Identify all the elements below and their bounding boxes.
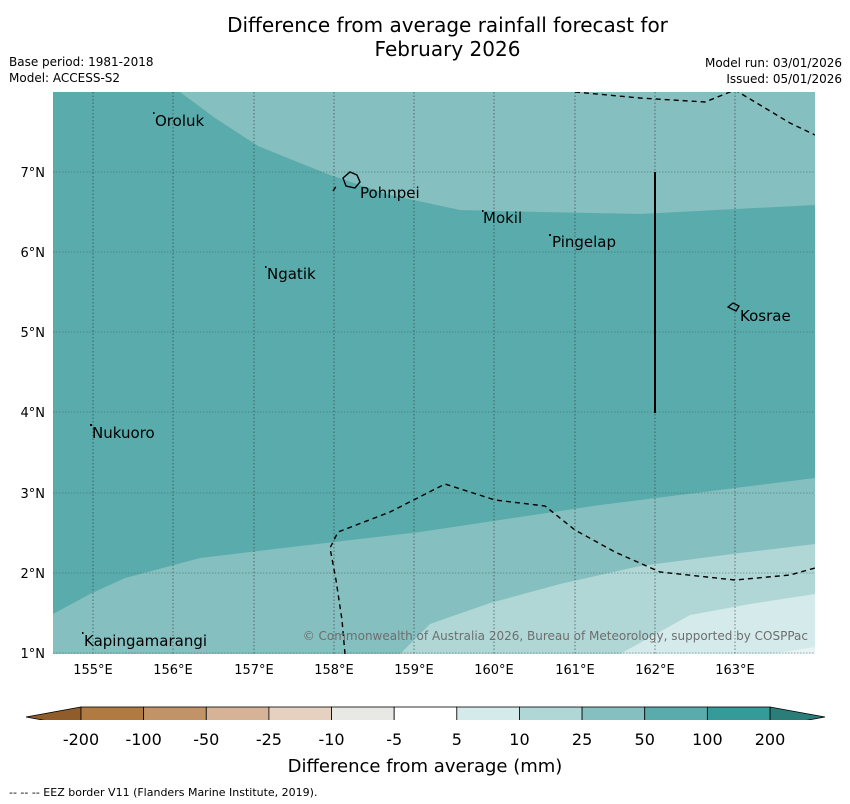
colorbar-segment [205, 706, 270, 720]
colorbar-segment [644, 706, 708, 720]
colorbar-tick-label: 10 [509, 730, 530, 749]
colorbar-tick-label: -50 [193, 730, 220, 749]
kosrae-island-outline [726, 302, 740, 312]
colorbar-segment [519, 706, 583, 720]
lat-label: 1°N [21, 647, 46, 662]
colorbar-tick-label: 5 [451, 730, 462, 749]
eez-borders [329, 92, 815, 654]
colorbar-segment [268, 706, 332, 720]
longitude-labels: 155°E 156°E 157°E 158°E 159°E 160°E 161°E 162°E… [73, 663, 755, 678]
eez-legend-note: -- -- -- EEZ border V11 (Flanders Marine… [9, 786, 318, 799]
rainfall-bands [53, 92, 815, 654]
band-near-zero [770, 647, 815, 654]
place-mokil: Mokil [483, 209, 522, 227]
ngatik-marker [265, 266, 267, 268]
place-oroluk: Oroluk [155, 112, 204, 130]
lon-label: 157°E [234, 663, 274, 678]
colorbar-title: Difference from average (mm) [287, 756, 563, 777]
lat-label: 3°N [21, 487, 46, 502]
latitude-labels: 7°N 6°N 5°N 4°N 3°N 2°N 1°N [21, 166, 46, 662]
lon-label: 161°E [555, 663, 595, 678]
lat-label: 4°N [21, 406, 46, 421]
lon-label: 156°E [153, 663, 193, 678]
model-run: Model run: 03/01/2026 [704, 56, 842, 70]
colorbar-tick-label: 25 [571, 730, 593, 749]
lon-label: 158°E [314, 663, 354, 678]
title-line-2: February 2026 [374, 37, 521, 61]
lon-label: 160°E [474, 663, 514, 678]
place-pohnpei: Pohnpei [360, 184, 420, 202]
colorbar-segment [706, 706, 771, 720]
lat-label: 5°N [21, 326, 46, 341]
lon-label: 159°E [394, 663, 434, 678]
place-kosrae: Kosrae [740, 307, 791, 325]
eez-border-fragment [332, 184, 338, 192]
nukuoro-marker [90, 424, 92, 426]
place-pingelap: Pingelap [552, 233, 616, 251]
colorbar-tick-label: 100 [692, 730, 723, 749]
place-kapingamarangi: Kapingamarangi [84, 632, 207, 650]
lon-label: 162°E [635, 663, 675, 678]
lon-label: 155°E [73, 663, 113, 678]
colorbar-segment [331, 706, 395, 720]
lat-label: 6°N [21, 246, 46, 261]
colorbar-segment [456, 706, 520, 720]
colorbar-tick-label: -10 [318, 730, 345, 749]
colorbar-extend-high [769, 706, 826, 720]
colorbar-segment [581, 706, 646, 720]
eez-border-south [329, 483, 815, 654]
atoll-markers [82, 112, 551, 634]
colorbar-tick-label: 50 [634, 730, 655, 749]
title-line-1: Difference from average rainfall forecas… [227, 13, 668, 37]
rainfall-map: Oroluk Pohnpei Mokil Pingelap Ngatik Kos… [21, 92, 826, 720]
pingelap-marker [549, 234, 551, 236]
mokil-marker [482, 210, 484, 212]
pohnpei-island-outline [342, 171, 361, 189]
base-period: Base period: 1981-2018 [9, 55, 154, 69]
band-5-10 [620, 594, 815, 654]
place-ngatik: Ngatik [267, 265, 316, 283]
colorbar-extend-low [25, 706, 82, 720]
colorbar-segment [80, 706, 145, 720]
oroluk-marker [153, 112, 155, 114]
lat-label: 7°N [21, 166, 46, 181]
colorbar-segment [393, 706, 458, 720]
kapingamarangi-marker [82, 632, 84, 634]
band-25-50-north [180, 92, 815, 214]
eez-border-north [574, 92, 815, 136]
place-nukuoro: Nukuoro [92, 424, 155, 442]
lon-label: 163°E [715, 663, 755, 678]
colorbar-tick-label: -5 [386, 730, 403, 749]
copyright-notice: © Commonwealth of Australia 2026, Bureau… [303, 629, 808, 643]
colorbar-tick-label: -200 [62, 730, 100, 749]
colorbar-segment [143, 706, 207, 720]
model-name: Model: ACCESS-S2 [9, 71, 121, 85]
issued-date: Issued: 05/01/2026 [726, 72, 842, 86]
colorbar [25, 706, 826, 720]
graticule [53, 92, 815, 654]
lat-label: 2°N [21, 567, 46, 582]
colorbar-tick-label: -100 [125, 730, 162, 749]
colorbar-tick-label: 200 [754, 730, 786, 749]
colorbar-tick-label: -25 [255, 730, 282, 749]
